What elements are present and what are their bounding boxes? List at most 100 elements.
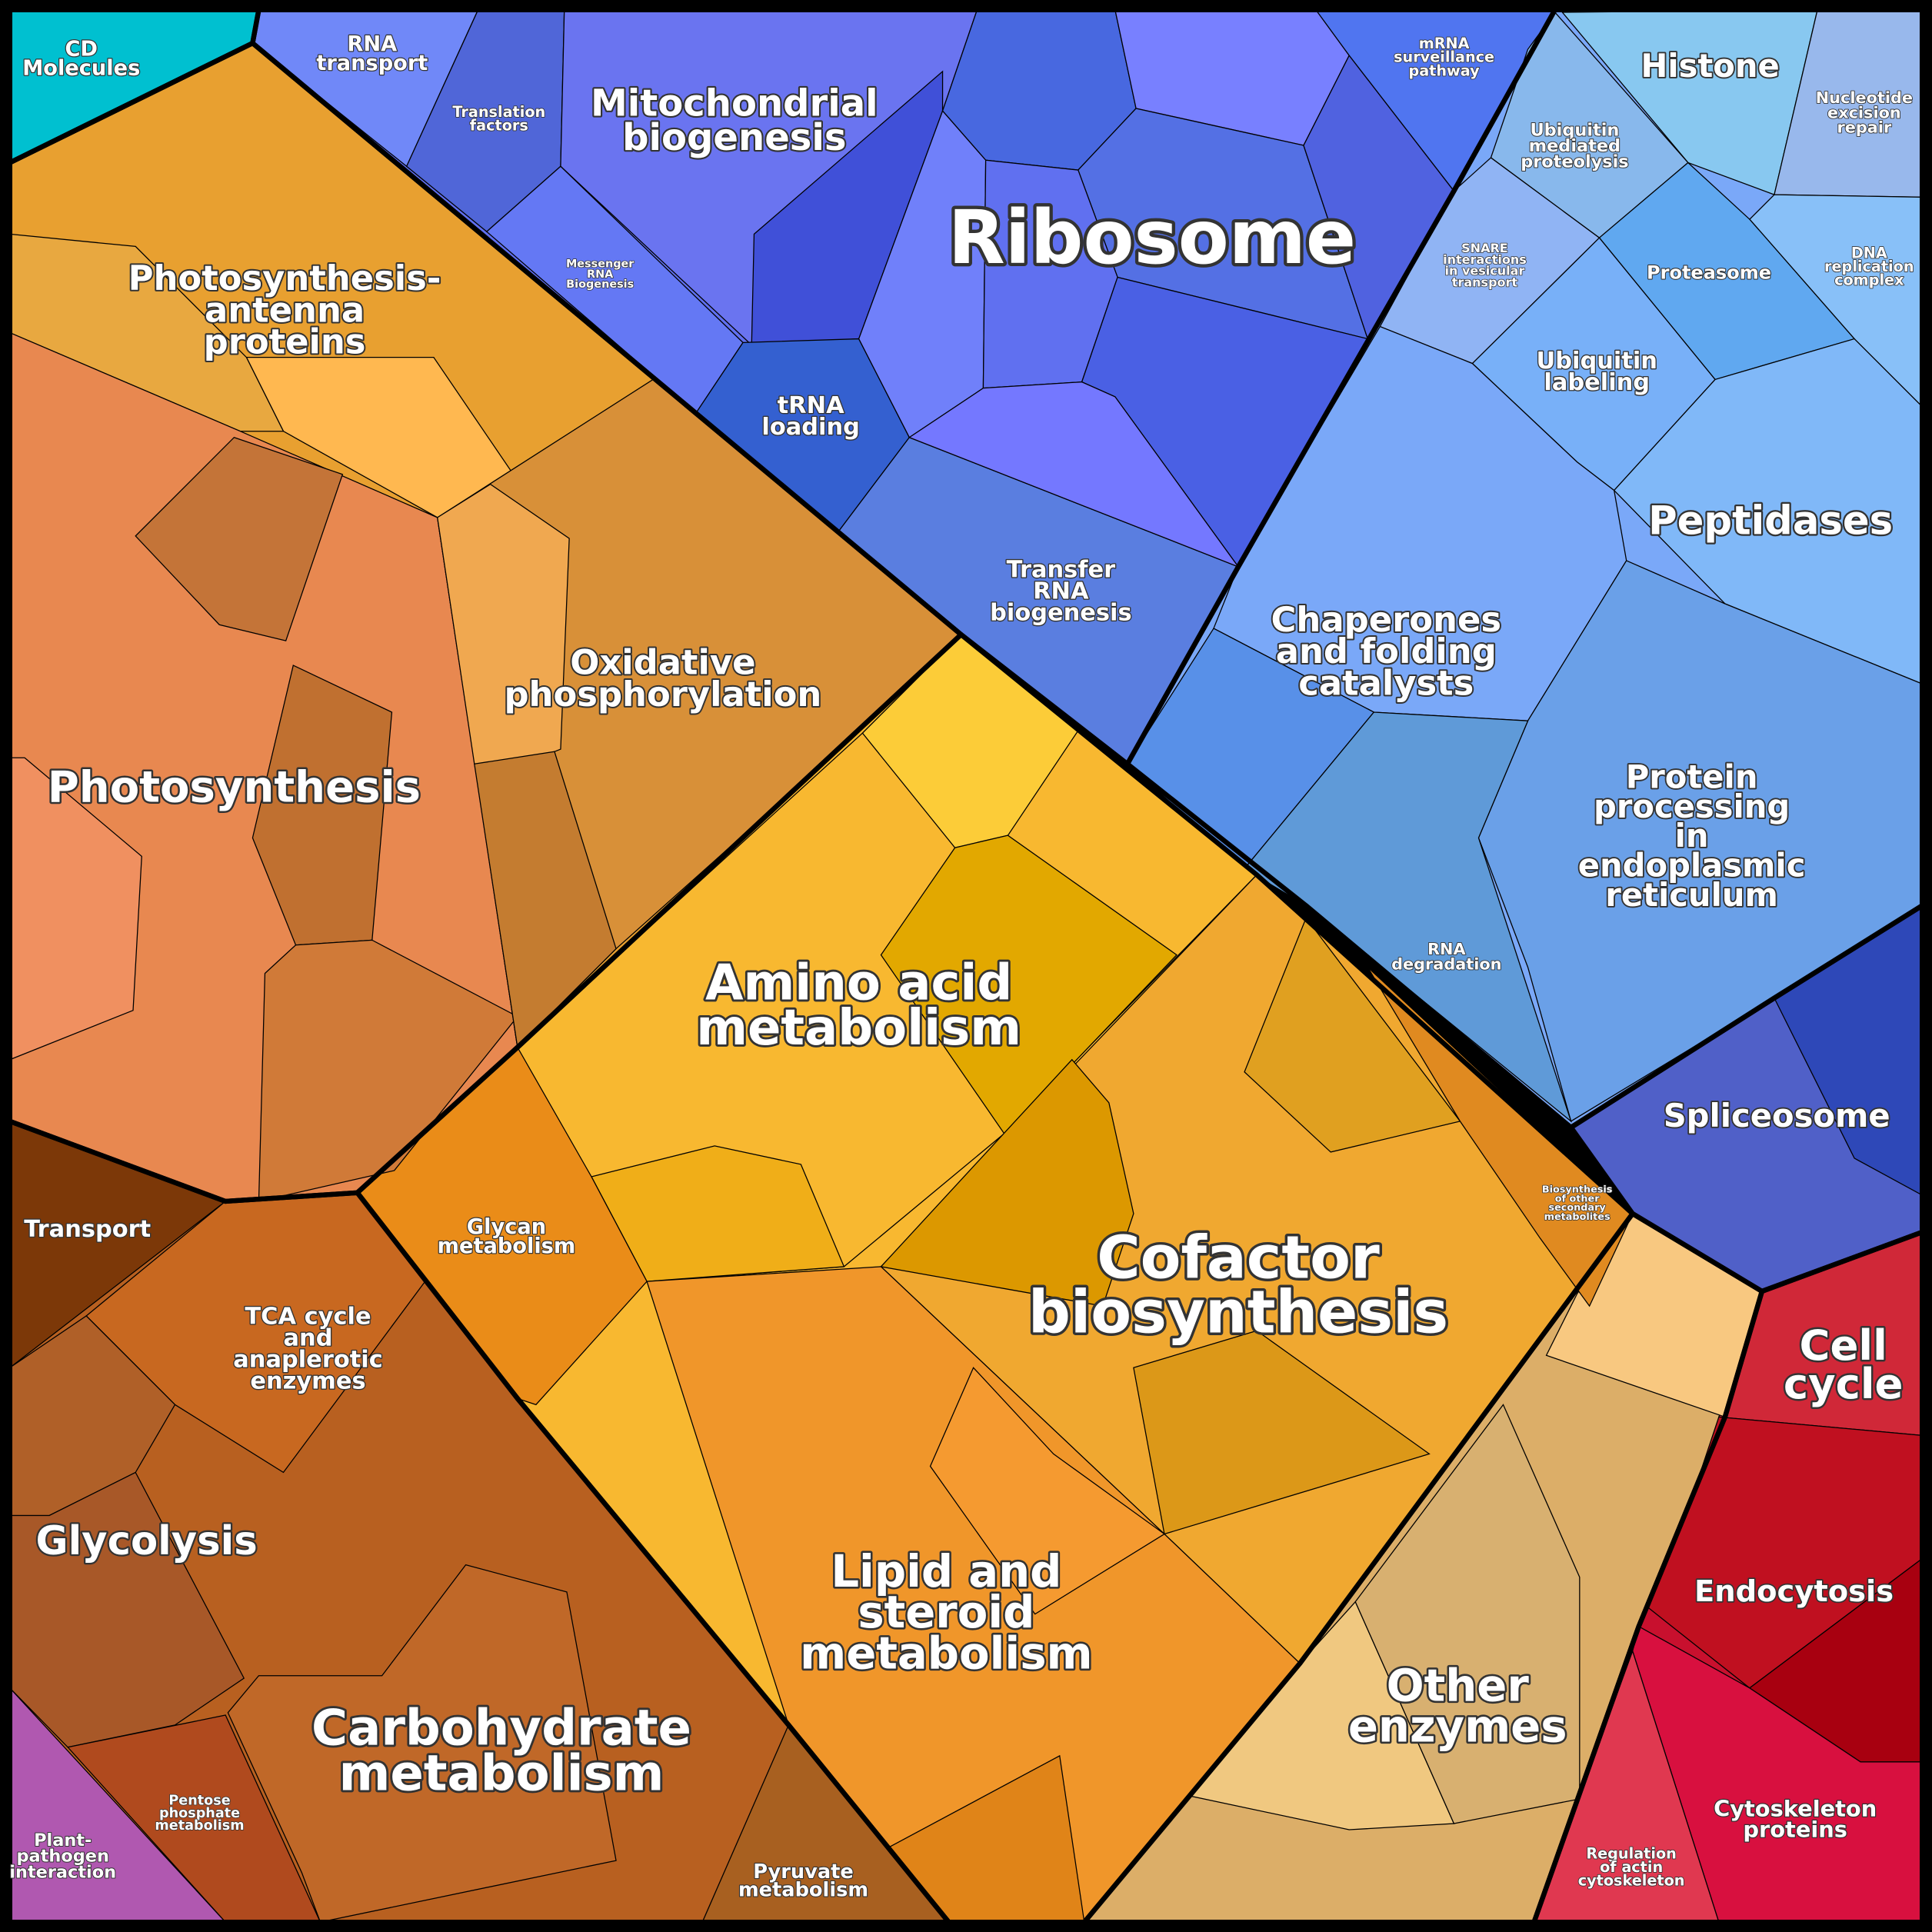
label-line: biogenesis bbox=[622, 116, 846, 159]
label-line: metabolism bbox=[339, 1745, 665, 1802]
label-line: Transport bbox=[24, 1216, 151, 1243]
label-line: cycle bbox=[1784, 1359, 1904, 1408]
label-line: proteins bbox=[204, 321, 366, 362]
label-line: excision bbox=[1827, 103, 1901, 122]
label-line: loading bbox=[761, 414, 860, 441]
cell-label: TCA cycle and anaplerotic enzymes bbox=[233, 1304, 382, 1395]
label-line: phosphate bbox=[159, 1806, 240, 1821]
cell bbox=[929, 1367, 1166, 1615]
cell bbox=[908, 381, 1240, 568]
label-line: complex bbox=[1834, 271, 1904, 289]
label-line: of actin bbox=[1600, 1858, 1663, 1876]
cell-label: Ubiquitin labeling bbox=[1537, 348, 1657, 396]
cell-label: Chaperones and folding catalysts bbox=[1271, 599, 1502, 704]
label-line: enzymes bbox=[250, 1368, 365, 1395]
label-line: Cell bbox=[1800, 1321, 1887, 1370]
label-line: interaction bbox=[9, 1862, 116, 1882]
cell-label: Lipid and steroid metabolism bbox=[800, 1545, 1092, 1679]
label-line: endoplasmic bbox=[1578, 846, 1806, 884]
label-line: of other bbox=[1555, 1193, 1601, 1204]
cell bbox=[1354, 1404, 1581, 1824]
cell-label: Oxidative phosphorylation bbox=[504, 642, 821, 715]
label-line: RNA bbox=[1033, 578, 1089, 605]
cell-label: Histone bbox=[1641, 47, 1779, 85]
cell-label: Transfer RNA biogenesis bbox=[990, 556, 1131, 626]
cell bbox=[1133, 1330, 1431, 1535]
cell bbox=[135, 436, 344, 641]
cell-label: Glycan metabolism bbox=[438, 1215, 576, 1258]
label-line: metabolism bbox=[738, 1879, 868, 1902]
cell bbox=[474, 751, 617, 1049]
label-line: Peptidases bbox=[1648, 498, 1893, 545]
label-line: Amino acid bbox=[705, 954, 1012, 1011]
label-line: transport bbox=[1452, 275, 1518, 289]
label-line: Ubiquitin bbox=[1537, 348, 1657, 375]
label-line: mRNA bbox=[1419, 35, 1470, 52]
label-line: antenna bbox=[205, 289, 365, 330]
label-line: and bbox=[284, 1325, 333, 1352]
label-line: tRNA bbox=[778, 392, 844, 419]
label-line: anaplerotic bbox=[233, 1347, 382, 1374]
label-line: interactions bbox=[1443, 252, 1527, 267]
label-line: TCA cycle bbox=[245, 1304, 371, 1331]
cell-label: Ubiquitin mediated proteolysis bbox=[1521, 120, 1628, 172]
label-line: Ribosome bbox=[948, 195, 1356, 281]
cell-label: Carbohydrate metabolism bbox=[311, 1700, 691, 1802]
label-line: surveillance bbox=[1394, 48, 1494, 66]
cell bbox=[880, 1058, 1134, 1307]
label-line: RNA bbox=[347, 32, 397, 56]
label-line: pathway bbox=[1408, 62, 1480, 79]
region bbox=[9, 9, 259, 163]
label-line: Ubiquitin bbox=[1530, 120, 1619, 140]
label-line: biogenesis bbox=[990, 599, 1131, 626]
label-line: Chaperones bbox=[1271, 599, 1502, 640]
label-line: Molecules bbox=[22, 57, 140, 81]
cell-label: Proteasome bbox=[1647, 262, 1771, 284]
label-line: Glycolysis bbox=[36, 1518, 258, 1564]
label-line: Plant- bbox=[34, 1830, 92, 1850]
label-line: DNA bbox=[1851, 244, 1887, 261]
cell bbox=[227, 1564, 617, 1923]
label-line: Proteasome bbox=[1647, 262, 1771, 284]
label-line: Photosynthesis bbox=[48, 762, 421, 812]
label-line: SNARE bbox=[1461, 241, 1508, 255]
cell-label: Plant-pathogen interaction bbox=[9, 1830, 116, 1882]
label-line: Regulation bbox=[1586, 1844, 1677, 1862]
label-line: Biosynthesis bbox=[1542, 1184, 1613, 1196]
label-line: steroid bbox=[858, 1586, 1034, 1638]
label-line: Spliceosome bbox=[1664, 1097, 1890, 1134]
label-line: CD bbox=[65, 38, 98, 62]
cell-label: Pyruvate metabolism bbox=[738, 1860, 868, 1902]
label-line: Pentose bbox=[168, 1794, 230, 1809]
label-line: metabolites bbox=[1544, 1211, 1611, 1223]
cell-label: Mitochondrial biogenesis bbox=[591, 82, 878, 159]
label-line: Carbohydrate bbox=[311, 1700, 691, 1757]
cell-label: Amino acid metabolism bbox=[696, 954, 1021, 1057]
cell-label: DNA replication complex bbox=[1824, 244, 1914, 288]
label-line: Photosynthesis- bbox=[128, 258, 441, 298]
label-line: Messenger bbox=[566, 258, 635, 271]
label-line: catalysts bbox=[1298, 662, 1474, 703]
label-line: enzymes bbox=[1348, 1700, 1567, 1753]
cell-label: tRNA loading bbox=[761, 392, 860, 441]
label-line: phosphorylation bbox=[504, 674, 821, 715]
cell-label: Regulation of actin cytoskeleton bbox=[1578, 1844, 1685, 1889]
label-line: proteolysis bbox=[1521, 152, 1628, 172]
label-line: metabolism bbox=[800, 1627, 1092, 1679]
cell-label: Glycolysis bbox=[36, 1518, 258, 1564]
cell-label: Nucleotide excision repair bbox=[1816, 88, 1913, 136]
label-line: secondary bbox=[1548, 1202, 1606, 1214]
label-line: Cytoskeleton bbox=[1714, 1796, 1877, 1822]
label-line: labeling bbox=[1544, 369, 1650, 396]
cell-label: Peptidases bbox=[1648, 498, 1893, 545]
label-line: Other bbox=[1387, 1659, 1530, 1711]
label-line: replication bbox=[1824, 258, 1914, 275]
cell-label: Biosynthesis of other secondary metabolites bbox=[1542, 1184, 1613, 1223]
cell-label: Protein processing in endoplasmic reticulum bbox=[1578, 758, 1806, 914]
cell-label: Cell cycle bbox=[1784, 1321, 1904, 1408]
label-line: Lipid and bbox=[831, 1545, 1061, 1597]
cell-label: mRNA surveillance pathway bbox=[1394, 35, 1494, 79]
cell-label: Transport bbox=[24, 1216, 151, 1243]
